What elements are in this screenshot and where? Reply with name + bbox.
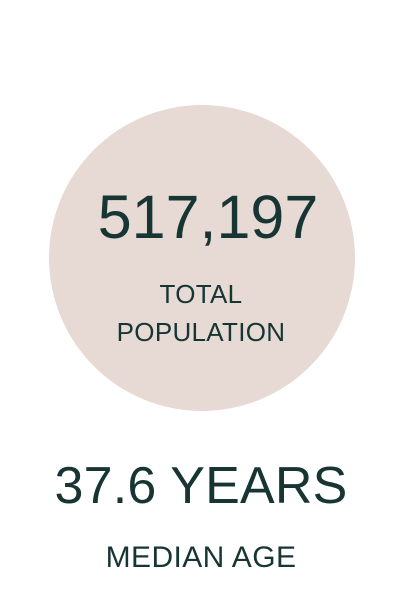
- total-population-label-line1: TOTAL: [0, 279, 400, 309]
- total-population-value: 517,197: [0, 185, 400, 249]
- median-age-value: 37.6 YEARS: [0, 456, 400, 516]
- total-population-label-line2: POPULATION: [0, 317, 400, 347]
- median-age-label: MEDIAN AGE: [0, 541, 400, 575]
- population-circle: [49, 105, 355, 411]
